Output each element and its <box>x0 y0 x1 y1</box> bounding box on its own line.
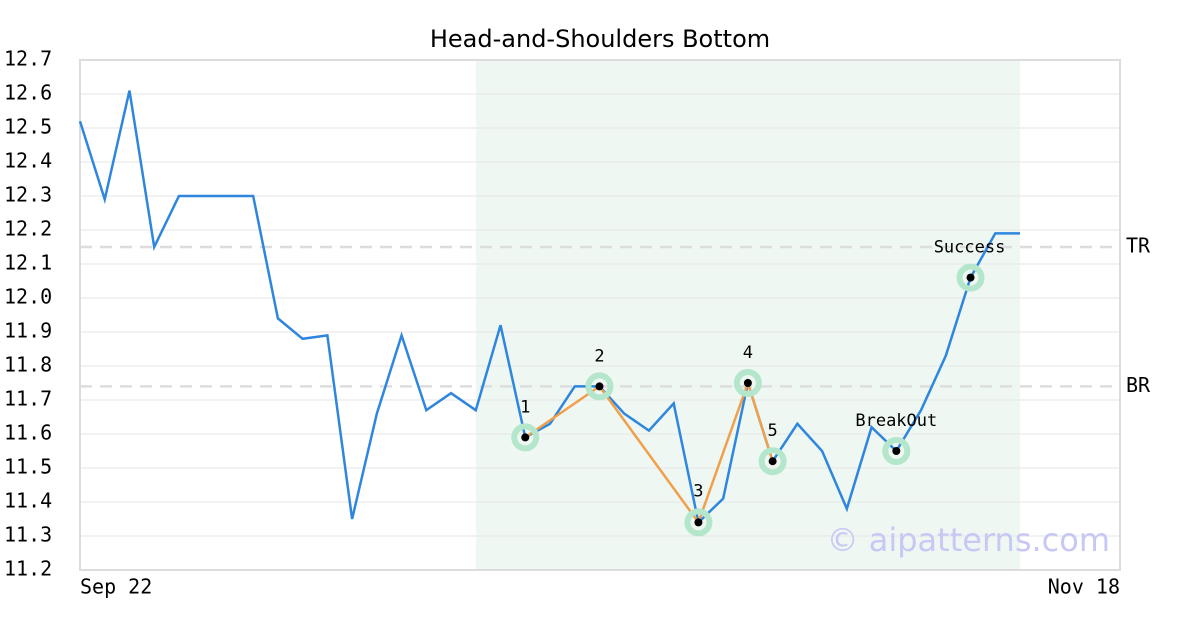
watermark: © aipatterns.com <box>827 521 1110 559</box>
pattern-label: 1 <box>520 397 530 417</box>
pattern-point-halo <box>684 508 713 537</box>
pattern-point-halo <box>585 372 614 401</box>
pattern-label: 2 <box>594 346 604 366</box>
y-tick-label: 12.5 <box>4 115 52 139</box>
pattern-point-halo <box>511 423 540 452</box>
y-tick-label: 11.7 <box>4 387 52 411</box>
y-tick-label: 12.1 <box>4 251 52 275</box>
y-tick-label: 12.3 <box>4 183 52 207</box>
signal-point-halo <box>882 437 911 465</box>
pattern-point <box>521 433 530 442</box>
pattern-point-halo <box>733 369 762 397</box>
pattern-zone <box>475 60 1021 570</box>
pattern-label: 4 <box>743 343 753 363</box>
y-tick-label: 12.0 <box>4 285 52 309</box>
chart-title: Head-and-Shoulders Bottom <box>430 25 770 53</box>
y-tick-label: 12.4 <box>4 149 52 173</box>
y-tick-label: 11.5 <box>4 455 52 479</box>
pattern-label: 3 <box>693 481 703 501</box>
pattern-point <box>694 518 703 527</box>
y-tick-label: 12.6 <box>4 81 52 105</box>
plot-frame <box>79 59 1121 571</box>
y-tick-label: 11.4 <box>4 489 52 513</box>
signal-label: BreakOut <box>855 411 937 431</box>
x-tick-label: Nov 18 <box>1048 575 1120 599</box>
pattern-point <box>768 457 777 466</box>
signal-point <box>966 273 975 282</box>
y-tick-label: 11.8 <box>4 353 52 377</box>
y-tick-label: 11.9 <box>4 319 52 343</box>
signal-label: Success <box>934 238 1006 258</box>
pattern-point <box>743 379 752 387</box>
level-label: BR <box>1126 373 1151 397</box>
pattern-point-halo <box>758 447 787 476</box>
level-label: TR <box>1126 234 1151 258</box>
y-tick-label: 12.2 <box>4 217 52 241</box>
price-line <box>78 90 1020 525</box>
signal-point <box>892 447 901 455</box>
x-tick-label: Sep 22 <box>80 575 152 599</box>
y-tick-label: 11.2 <box>4 557 52 581</box>
pattern-label: 5 <box>768 421 778 441</box>
signal-point-halo <box>956 263 985 292</box>
y-tick-label: 12.7 <box>4 47 52 71</box>
y-tick-label: 11.6 <box>4 421 52 445</box>
y-tick-label: 11.3 <box>4 523 52 547</box>
pattern-point <box>595 382 604 391</box>
